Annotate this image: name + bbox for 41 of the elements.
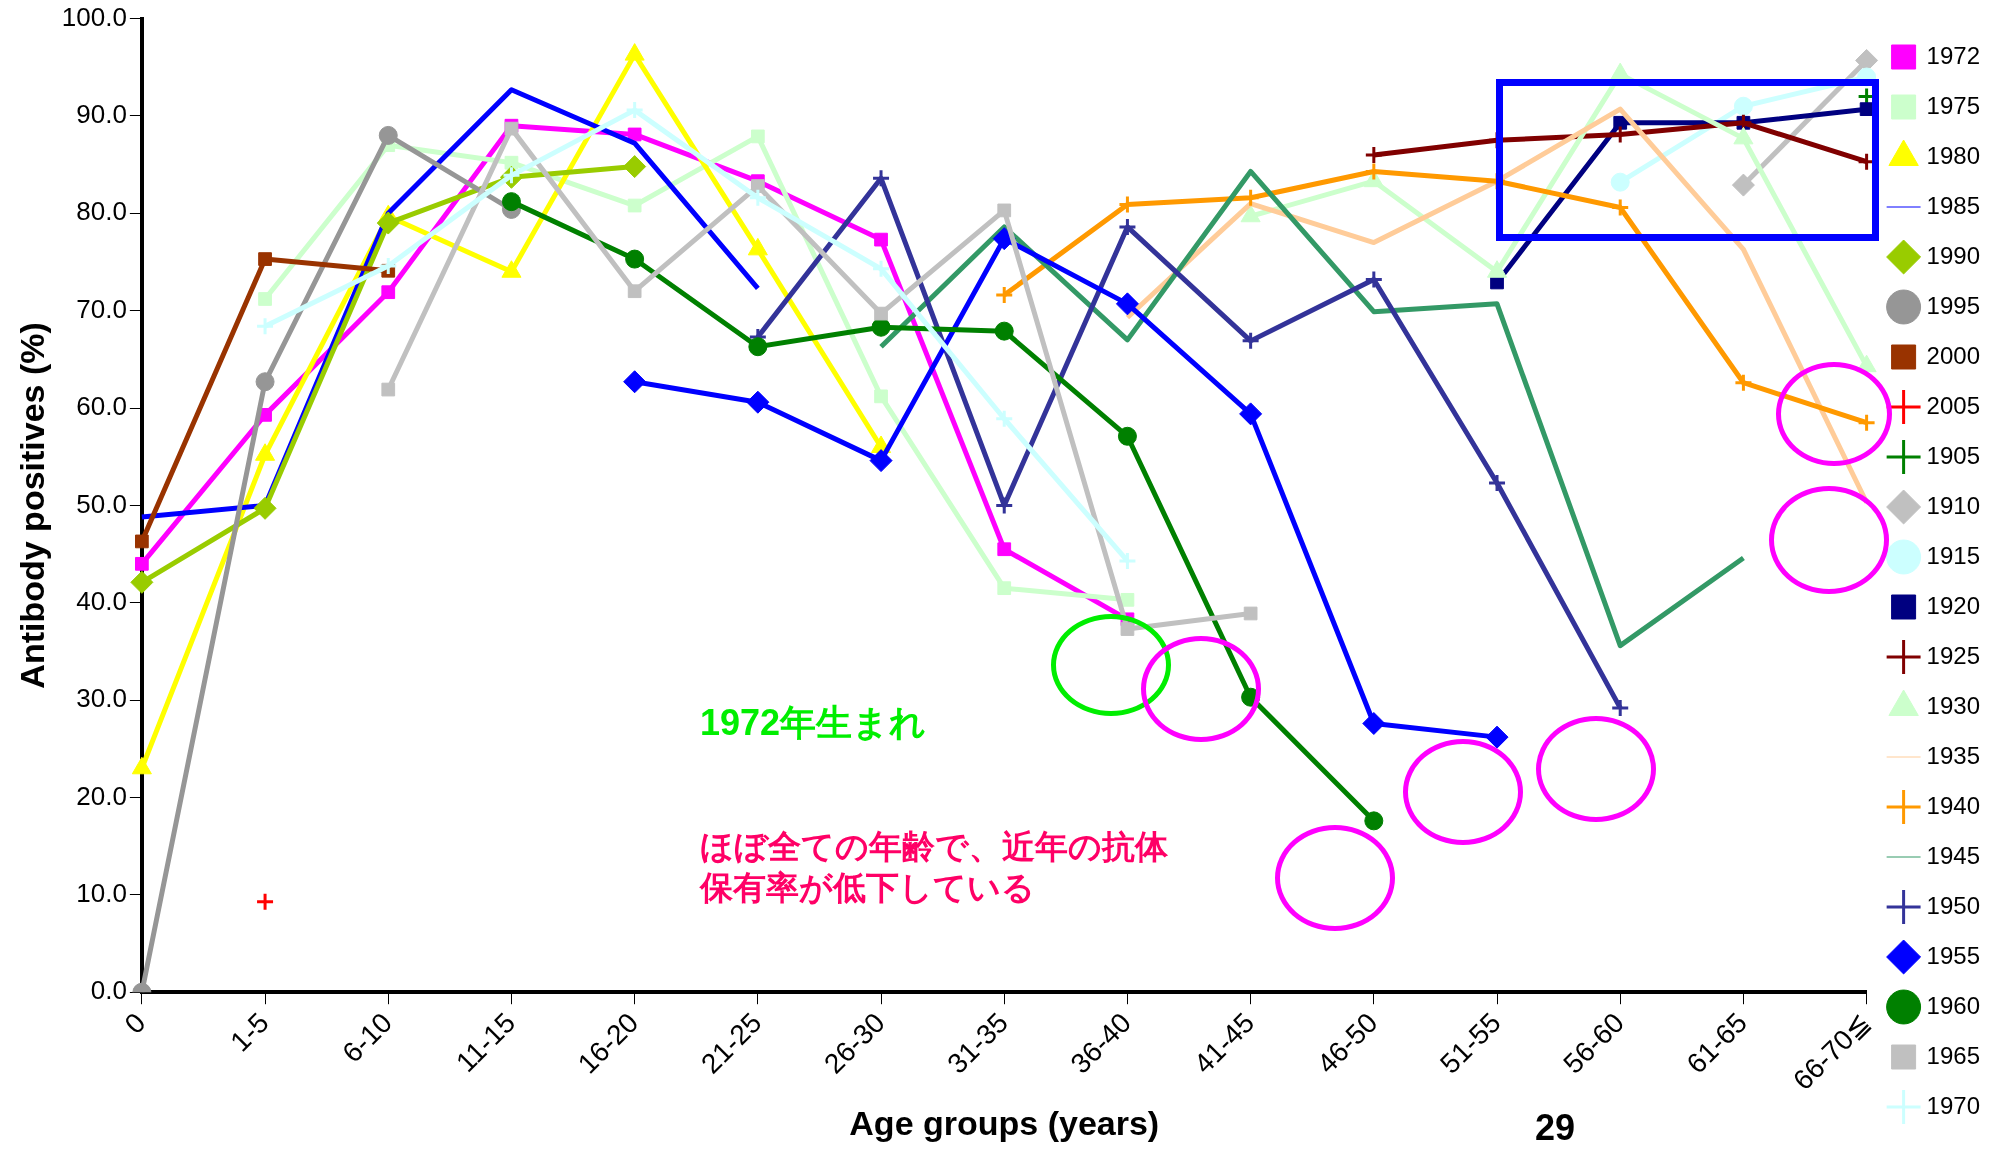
legend-label: 1905 [1926,441,1980,469]
legend-label: 1915 [1926,541,1980,569]
legend-label: 1980 [1926,141,1980,169]
legend-label: 1945 [1926,841,1980,869]
text: 29 [1535,1106,1577,1150]
legend-label: 1990 [1926,241,1980,269]
y-tick-label: 80.0 [76,196,127,227]
legend-label: 1975 [1926,91,1980,119]
x-tick-label: 0 [118,1006,152,1040]
annotation: ほぼ全ての年齢で、近年の抗体保有率が低下している [700,827,1169,909]
y-tick-label: 10.0 [76,878,127,909]
y-tick-label: 30.0 [76,683,127,714]
y-tick-label: 20.0 [76,780,127,811]
legend-label: 1935 [1926,741,1980,769]
y-tick-label: 90.0 [76,99,127,130]
legend-label: 1985 [1926,191,1980,219]
legend-label: 1950 [1926,891,1980,919]
legend-label: 1920 [1926,591,1980,619]
legend-label: 1940 [1926,791,1980,819]
legend-label: 1930 [1926,691,1980,719]
legend-label: 2005 [1926,391,1980,419]
x-tick-label: 6-10 [336,1006,398,1069]
x-axis-title: Age groups (years) [849,1103,1160,1142]
y-tick-label: 40.0 [76,585,127,616]
legend-label: 1965 [1926,1041,1980,1069]
legend-label: 2000 [1926,341,1980,369]
x-tick-label: 1-5 [224,1006,275,1058]
y-tick-label: 100.0 [61,1,127,32]
y-tick-label: 0.0 [90,975,127,1006]
legend-label: 1925 [1926,641,1980,669]
y-axis-title: Antibody positives (%) [12,322,51,689]
y-tick-label: 50.0 [76,488,127,519]
legend-label: 1910 [1926,491,1980,519]
legend-label: 1970 [1926,1091,1980,1119]
legend-label: 1972 [1926,41,1980,69]
legend-label: 1995 [1926,291,1980,319]
legend-label: 1955 [1926,941,1980,969]
legend-label: 1960 [1926,991,1980,1019]
y-tick-label: 70.0 [76,293,127,324]
annotation: 1972年生まれ [700,701,928,745]
y-tick-label: 60.0 [76,391,127,422]
